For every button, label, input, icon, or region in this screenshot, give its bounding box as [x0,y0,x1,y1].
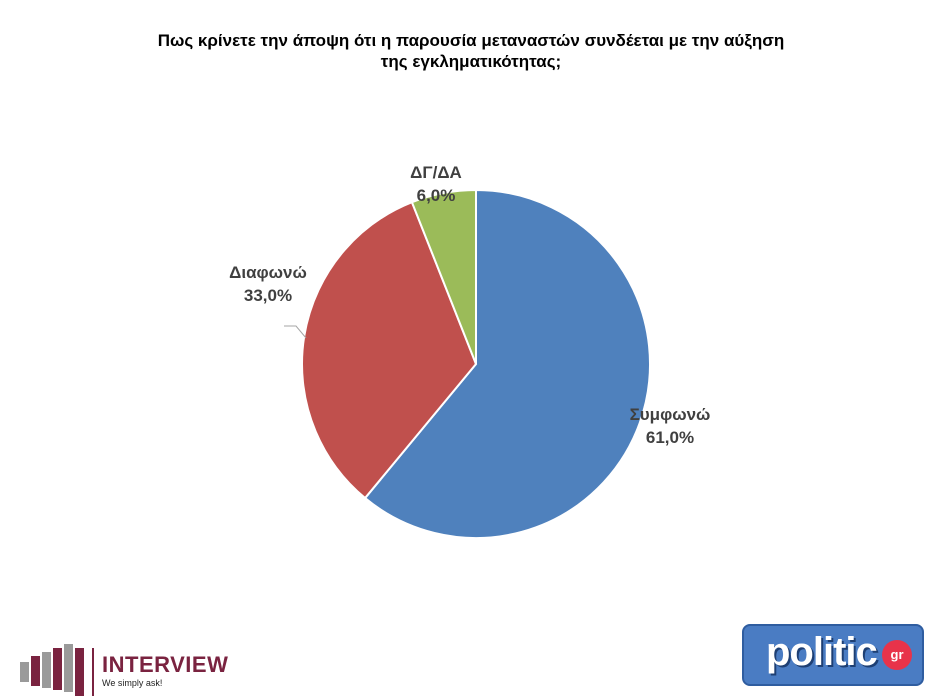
interview-logo-bars-icon [20,644,84,696]
politic-logo: politic gr [742,624,924,686]
slice-name-label: Συμφωνώ [630,405,711,424]
chart-title-line-1: Πως κρίνετε την άποψη ότι η παρουσία μετ… [157,31,785,50]
chart-title-line-2: της εγκληματικότητας; [380,52,562,71]
interview-logo-brand: INTERVIEW [102,652,229,677]
interview-logo-divider [92,648,94,696]
slice-value-label: 6,0% [417,186,456,205]
pie-slice [410,188,477,365]
interview-logo: INTERVIEW We simply ask! [18,644,238,696]
slice-value-label: 33,0% [244,286,292,305]
politic-logo-badge: gr [882,640,912,670]
interview-logo-tagline: We simply ask! [102,678,163,688]
pie-slice [363,188,651,539]
chart-title: Πως κρίνετε την άποψη ότι η παρουσία μετ… [0,30,942,72]
politic-logo-word: politic [766,630,878,674]
slice-value-label: 61,0% [646,428,694,447]
pie-slice [301,200,478,500]
slice-name-label: Διαφωνώ [229,263,307,282]
slice-name-label: ΔΓ/ΔΑ [410,163,462,182]
label-leader-line [284,325,307,339]
